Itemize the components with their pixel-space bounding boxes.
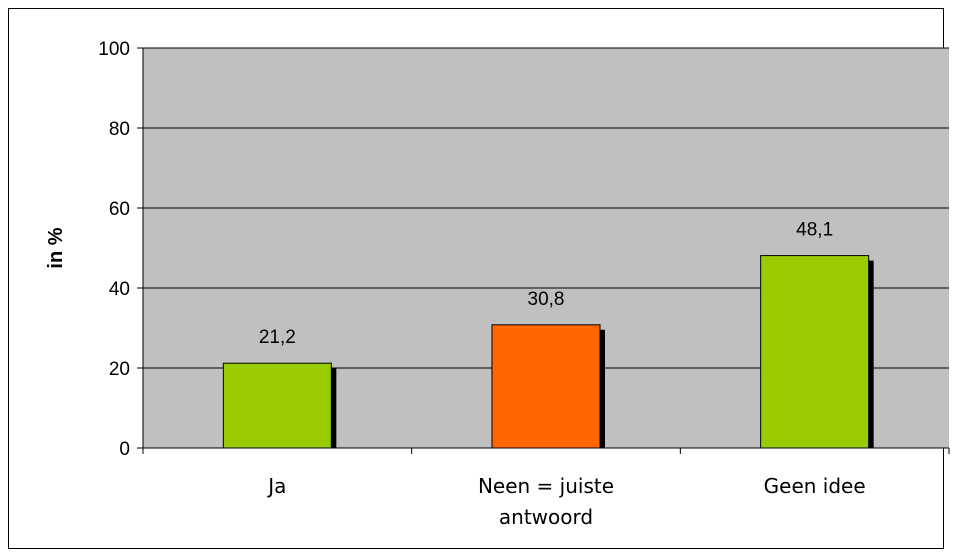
y-axis-title: in %: [45, 227, 67, 268]
data-label: 21,2: [259, 327, 296, 348]
bar: [760, 255, 870, 449]
data-label: 48,1: [796, 220, 833, 241]
data-label: 30,8: [528, 289, 565, 310]
y-tick-label: 60: [109, 199, 130, 220]
x-category-label: Neen = juiste: [478, 474, 614, 498]
y-tick-label: 100: [98, 39, 130, 60]
x-category-label: antwoord: [499, 505, 593, 529]
y-tick-label: 20: [109, 359, 130, 380]
y-tick-label: 0: [119, 439, 130, 460]
x-category-label: Geen idee: [764, 474, 866, 498]
bar: [222, 362, 332, 449]
bar: [491, 324, 601, 449]
y-tick-label: 40: [109, 279, 130, 300]
x-category-label: Ja: [266, 474, 286, 498]
y-tick-label: 80: [109, 119, 130, 140]
